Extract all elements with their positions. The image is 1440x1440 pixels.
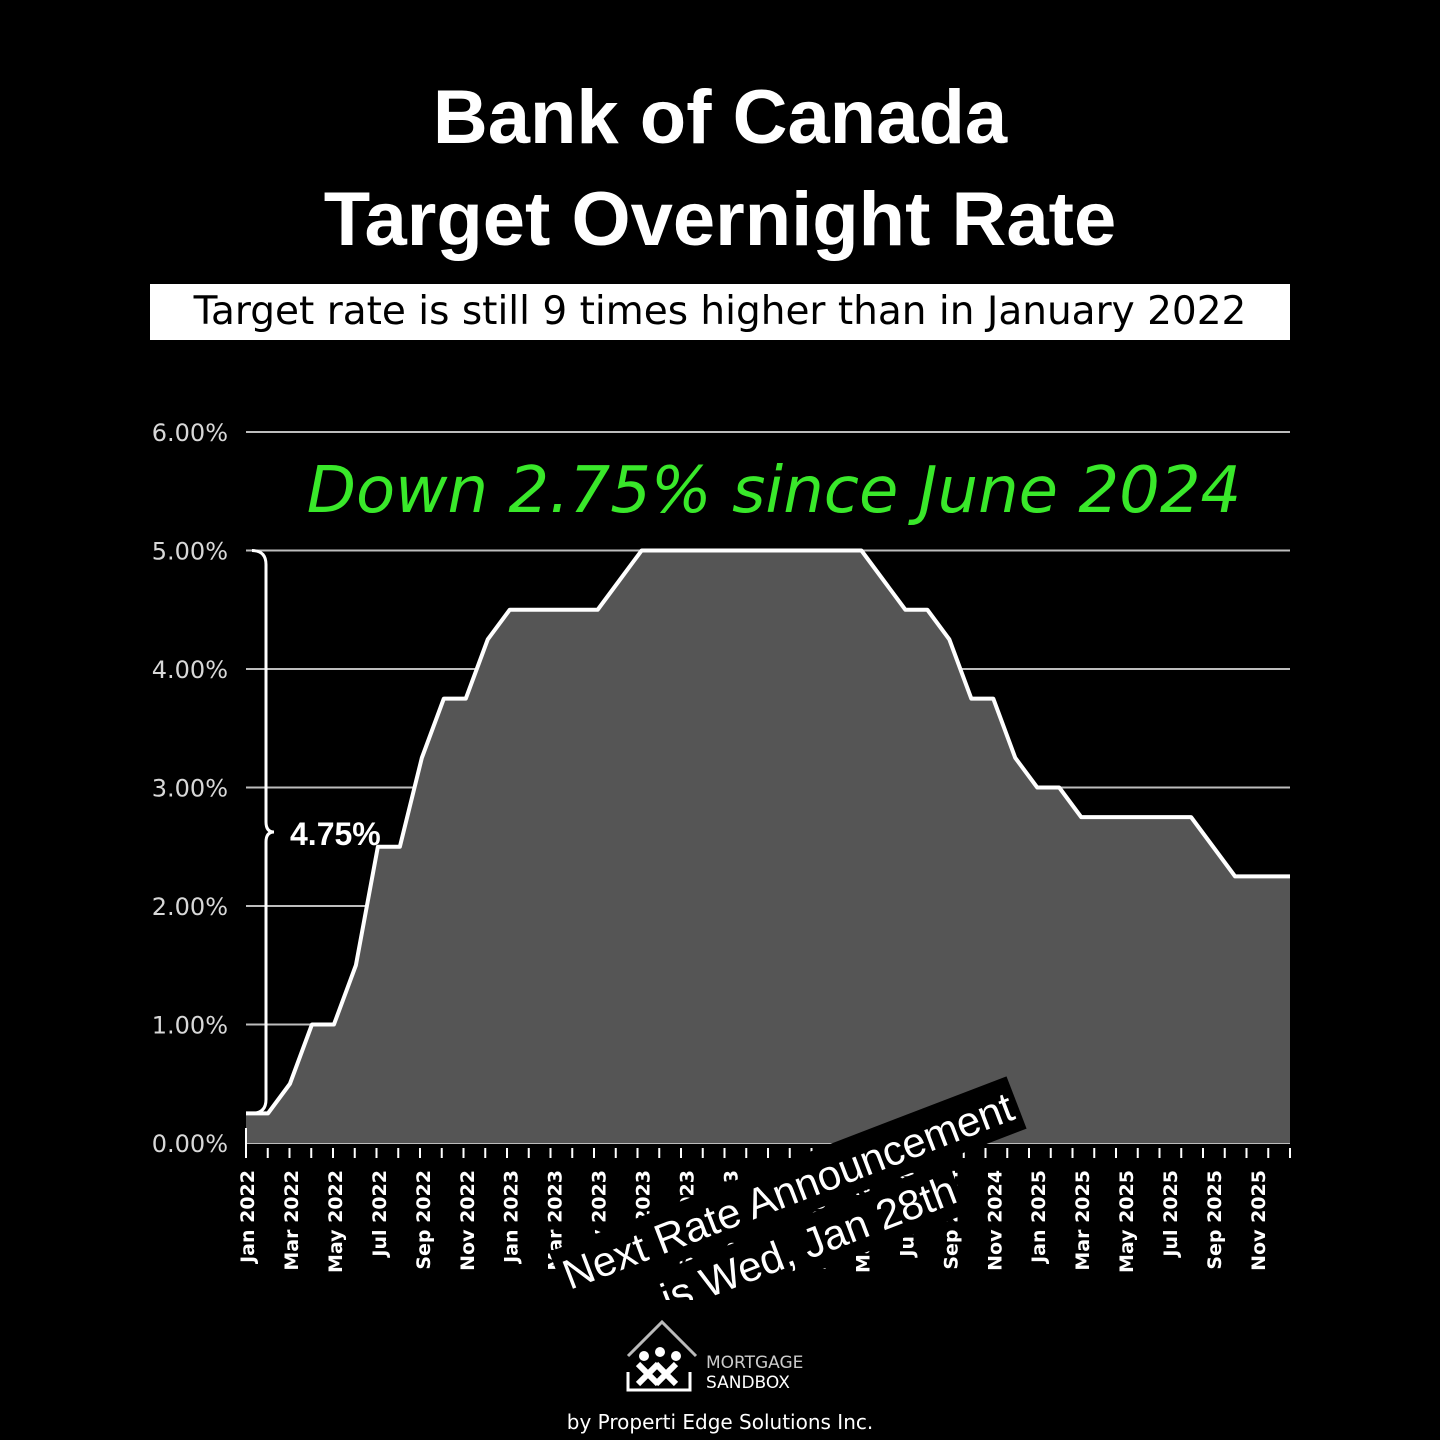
y-axis-labels: 0.00% 1.00% 2.00% 3.00% 4.00% 5.00% 6.00% [152, 419, 228, 1158]
bracket-marker [251, 549, 275, 1115]
x-tick-label: Jan 2025 [1028, 1170, 1050, 1265]
x-tick-label: May 2022 [325, 1170, 347, 1273]
y-tick-label: 5.00% [152, 538, 228, 566]
x-tick-label: Jan 2022 [237, 1170, 259, 1265]
x-tick-label: Mar 2022 [281, 1170, 303, 1271]
house-roof-icon [626, 1319, 698, 1358]
y-tick-label: 3.00% [152, 775, 228, 803]
x-tick-label: Mar 2025 [1072, 1170, 1094, 1271]
y-tick-label: 4.00% [152, 656, 228, 684]
x-tick-label: Sep 2022 [413, 1170, 435, 1270]
x-tick-label: May 2025 [1116, 1170, 1138, 1273]
x-tick-label: Nov 2022 [457, 1170, 479, 1271]
rate-line [246, 548, 1290, 1116]
mortgage-sandbox-logo: MORTGAGE SANDBOX [626, 1319, 803, 1393]
chart-subtitle: Target rate is still 9 times higher than… [150, 284, 1290, 340]
y-tick-label: 2.00% [152, 893, 228, 921]
x-tick-label: Jul 2022 [369, 1170, 391, 1259]
logo-figure-icon [639, 1351, 649, 1361]
rate-area-fill [246, 550, 1290, 1143]
x-tick-label: Jul 2025 [1160, 1170, 1182, 1259]
logo-text-mortgage: MORTGAGE [706, 1353, 803, 1373]
chart-title-line-2: Target Overnight Rate [323, 177, 1117, 262]
x-tick-label: Jan 2023 [501, 1170, 523, 1265]
y-tick-label: 1.00% [152, 1012, 228, 1040]
bracket-label: 4.75% [290, 816, 381, 852]
logo-text-sandbox: SANDBOX [706, 1373, 790, 1393]
rate-area [246, 548, 1290, 1143]
x-tick-label: Sep 2025 [1204, 1170, 1226, 1270]
rate-chart: 0.00% 1.00% 2.00% 3.00% 4.00% 5.00% 6.00% Jan … [152, 419, 1291, 1300]
announcement-bg-1 [549, 1076, 1027, 1300]
byline: by Properti Edge Solutions Inc. [566, 1410, 874, 1434]
chart-title-line-1: Bank of Canada [432, 75, 1008, 160]
x-tick-label: Mar 2023 [545, 1170, 567, 1271]
y-tick-label: 6.00% [152, 419, 228, 447]
announcement-bg-2 [653, 1160, 969, 1300]
x-tick-label: Nov 2025 [1248, 1170, 1270, 1271]
x-tick-label: Nov 2024 [984, 1170, 1006, 1271]
logo-figure-icon [671, 1351, 681, 1361]
logo-figure-icon [655, 1347, 665, 1357]
logo-cross-icon [635, 1361, 679, 1387]
y-tick-label: 0.00% [152, 1130, 228, 1158]
sandbox-frame-icon [626, 1372, 692, 1392]
headline-annotation: Down 2.75% since June 2024 [307, 454, 1242, 528]
